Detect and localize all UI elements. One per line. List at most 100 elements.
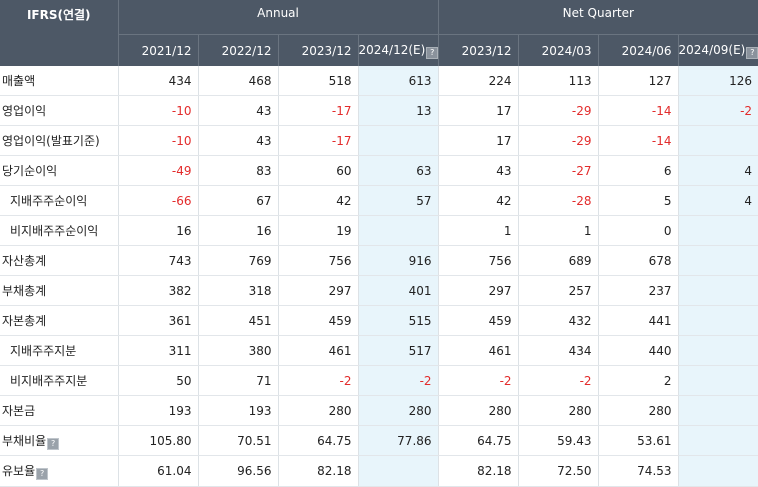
row-label-text: 비지배주주지분: [10, 374, 88, 388]
help-icon[interactable]: ?: [426, 46, 439, 59]
row-label-text: 부채총계: [2, 284, 47, 298]
table-row: 비지배주주순이익 16 16 19 1 1 0: [0, 215, 758, 246]
table-cell: 515: [357, 305, 439, 336]
table-cell: 380: [197, 335, 278, 366]
table-cell: 451: [197, 305, 278, 336]
table-cell: 64.75: [437, 425, 519, 456]
row-label-text: 당기순이익: [2, 164, 58, 178]
column-header-label: 2023/12: [461, 43, 512, 58]
table-cell: -17: [277, 95, 358, 126]
row-label: 매출액: [0, 66, 118, 96]
help-icon[interactable]: ?: [36, 468, 49, 480]
row-label-text: 자본총계: [2, 314, 47, 328]
table-cell: 70.51: [197, 425, 278, 456]
row-label: 당기순이익: [0, 155, 118, 186]
table-cell: -2: [437, 365, 519, 396]
table-cell: [677, 335, 758, 366]
table-cell: 42: [437, 185, 519, 216]
table-cell: 280: [357, 395, 439, 426]
column-header-label: 2024/03: [541, 43, 592, 58]
column-header-label: 2021/12: [141, 43, 192, 58]
table-row: 부채비율? 105.80 70.51 64.75 77.86 64.75 59.43 53.6…: [0, 425, 758, 456]
column-header: 2024/06: [597, 34, 679, 66]
table-cell: 43: [197, 125, 278, 156]
table-cell: 0: [597, 215, 679, 246]
table-cell: [677, 245, 758, 276]
table-cell: 13: [357, 95, 439, 126]
row-label-text: 지배주주순이익: [10, 194, 88, 208]
row-label: 영업이익: [0, 95, 118, 126]
table-cell: 318: [197, 275, 278, 306]
table-cell: 63: [357, 155, 439, 186]
column-header: 2021/12: [117, 34, 198, 66]
table-cell: 361: [117, 305, 198, 336]
table-cell: 72.50: [517, 455, 599, 487]
table-cell: 440: [597, 335, 679, 366]
help-icon[interactable]: ?: [746, 46, 758, 59]
table-cell: 74.53: [597, 455, 679, 487]
row-label-text: 자산총계: [2, 254, 47, 268]
column-header: 2023/12: [437, 34, 519, 66]
table-cell: 19: [277, 215, 358, 246]
table-cell: 17: [437, 125, 519, 156]
table-cell: 280: [277, 395, 358, 426]
table-cell: 71: [197, 365, 278, 396]
table-row: 자본총계 361 451 459 515 459 432 441: [0, 305, 758, 336]
column-header: 2024/03: [517, 34, 599, 66]
table-row: 부채총계 382 318 297 401 297 257 237: [0, 275, 758, 306]
table-cell: 434: [517, 335, 599, 366]
column-header-label: 2024/12(E): [358, 42, 426, 57]
row-label: 비지배주주지분: [0, 365, 118, 396]
row-label-text: 영업이익(발표기준): [2, 134, 100, 148]
table-row: 유보율? 61.04 96.56 82.18 82.18 72.50 74.53: [0, 455, 758, 487]
table-cell: 461: [437, 335, 519, 366]
table-cell: -28: [517, 185, 599, 216]
table-cell: [677, 305, 758, 336]
table-cell: 401: [357, 275, 439, 306]
row-label-text: 자본금: [2, 404, 36, 418]
table-cell: -14: [597, 95, 679, 126]
table-cell: 59.43: [517, 425, 599, 456]
table-cell: 257: [517, 275, 599, 306]
help-icon[interactable]: ?: [47, 437, 60, 450]
table-cell: 43: [437, 155, 519, 186]
table-cell: 43: [197, 95, 278, 126]
table-cell: 16: [197, 215, 278, 246]
table-cell: 280: [597, 395, 679, 426]
table-cell: 769: [197, 245, 278, 276]
row-label: 자본금: [0, 395, 118, 426]
row-label: 자본총계: [0, 305, 118, 336]
row-label-text: 부채비율: [2, 433, 47, 448]
table-cell: 82.18: [277, 455, 358, 487]
table-row: 당기순이익 -49 83 60 63 43 -27 6 4: [0, 155, 758, 186]
table-cell: 461: [277, 335, 358, 366]
table-cell: -17: [277, 125, 358, 156]
row-label: 비지배주주순이익: [0, 215, 118, 246]
row-label: 유보율?: [0, 455, 118, 487]
table-cell: 82.18: [437, 455, 519, 487]
table-row: 비지배주주지분 50 71 -2 -2 -2 -2 2: [0, 365, 758, 396]
table-cell: 297: [277, 275, 358, 306]
table-cell: 743: [117, 245, 198, 276]
table-cell: [357, 125, 439, 156]
table-cell: -10: [117, 95, 198, 126]
row-label: 부채총계: [0, 275, 118, 306]
table-cell: -29: [517, 95, 599, 126]
column-header: 2022/12: [197, 34, 278, 66]
table-cell: 441: [597, 305, 679, 336]
table-row: 자본금 193 193 280 280 280 280 280: [0, 395, 758, 426]
table-row: 매출액 434 468 518 613 224 113 127 126: [0, 66, 758, 96]
table-cell: 280: [517, 395, 599, 426]
table-cell: [677, 365, 758, 396]
table-cell: 64.75: [277, 425, 358, 456]
table-cell: 689: [517, 245, 599, 276]
column-header-label: 2024/09(E): [678, 42, 746, 57]
table-row: 지배주주지분 311 380 461 517 461 434 440: [0, 335, 758, 366]
table-row: 영업이익 -10 43 -17 13 17 -29 -14 -2: [0, 95, 758, 126]
table-cell: 432: [517, 305, 599, 336]
table-cell: 60: [277, 155, 358, 186]
column-header-label: 2022/12: [221, 43, 272, 58]
table-cell: -2: [517, 365, 599, 396]
table-cell: 57: [357, 185, 439, 216]
table-cell: 50: [117, 365, 198, 396]
